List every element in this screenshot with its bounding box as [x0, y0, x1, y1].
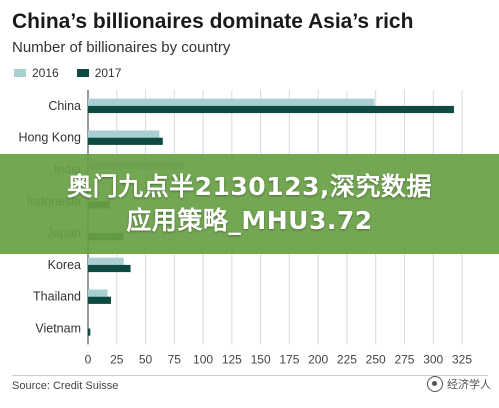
category-label: Korea — [48, 258, 81, 272]
x-tick-label: 125 — [222, 352, 242, 366]
x-tick-label: 275 — [394, 352, 414, 366]
bar-2016-korea — [88, 257, 124, 265]
bar-2016-hong-kong — [88, 130, 160, 138]
x-tick-label: 200 — [308, 352, 328, 366]
x-tick-label: 25 — [110, 352, 124, 366]
legend-swatch-2016 — [14, 69, 26, 77]
x-tick-label: 175 — [279, 352, 299, 366]
bar-2016-thailand — [88, 289, 108, 297]
chart-source: Source: Credit Suisse — [12, 380, 119, 392]
bar-2017-china — [88, 105, 454, 114]
category-label: Vietnam — [35, 322, 81, 336]
bar-2017-thailand — [88, 296, 112, 304]
category-label: Hong Kong — [18, 131, 81, 145]
x-tick-label: 225 — [337, 352, 357, 366]
chart-subtitle: Number of billionaires by country — [12, 39, 231, 56]
watermark: 经济学人 — [427, 376, 491, 392]
wechat-logo-icon — [427, 376, 443, 392]
bar-2017-vietnam — [88, 328, 91, 336]
x-tick-label: 50 — [139, 352, 153, 366]
x-tick-label: 100 — [193, 352, 213, 366]
chart-legend: 2016 2017 — [14, 66, 121, 80]
bar-2016-china — [88, 98, 375, 106]
chart-title: China’s billionaires dominate Asia’s ric… — [12, 10, 414, 33]
legend-item-2016: 2016 — [14, 66, 59, 80]
x-tick-label: 300 — [423, 352, 443, 366]
watermark-text: 经济学人 — [447, 379, 491, 391]
category-label: Thailand — [33, 290, 81, 304]
bar-2017-korea — [88, 264, 131, 273]
x-tick-label: 325 — [452, 352, 472, 366]
banner-line-2: 应用策略_MHU3.72 — [126, 206, 373, 235]
x-tick-label: 250 — [366, 352, 386, 366]
source-divider — [12, 375, 488, 376]
overlay-banner: 奥门九点半2130123,深究数据 应用策略_MHU3.72 — [0, 154, 499, 254]
bar-2017-hong-kong — [88, 137, 163, 145]
legend-item-2017: 2017 — [76, 66, 122, 80]
x-tick-label: 75 — [168, 352, 182, 366]
legend-label-2017: 2017 — [94, 66, 122, 80]
x-tick-label: 0 — [85, 352, 92, 366]
legend-swatch-2017 — [76, 69, 89, 77]
x-tick-label: 150 — [251, 352, 271, 366]
banner-line-1: 奥门九点半2130123,深究数据 — [67, 172, 432, 201]
category-label: China — [48, 99, 81, 113]
legend-label-2016: 2016 — [32, 66, 59, 80]
